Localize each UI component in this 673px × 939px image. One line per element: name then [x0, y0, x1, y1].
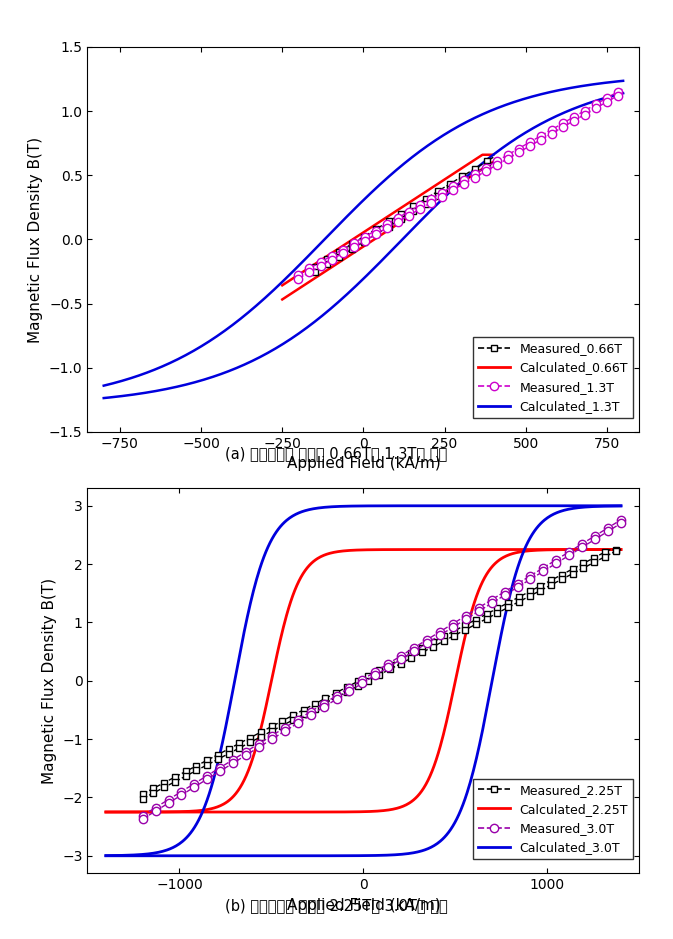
Legend: Measured_0.66T, Calculated_0.66T, Measured_1.3T, Calculated_1.3T: Measured_0.66T, Calculated_0.66T, Measur…: [473, 337, 633, 418]
Text: (b) 자속밀도의 크기가 2.25T와 3.0T인 경우: (b) 자속밀도의 크기가 2.25T와 3.0T인 경우: [225, 898, 448, 913]
X-axis label: Applied Field (kA/m): Applied Field (kA/m): [287, 456, 440, 471]
Text: (a) 자속밀도의 크기가 0.66T와 1.3T인 경우: (a) 자속밀도의 크기가 0.66T와 1.3T인 경우: [225, 446, 448, 461]
X-axis label: Applied Field (kA/m): Applied Field (kA/m): [287, 898, 440, 913]
Y-axis label: Magnetic Flux Density B(T): Magnetic Flux Density B(T): [42, 577, 57, 784]
Legend: Measured_2.25T, Calculated_2.25T, Measured_3.0T, Calculated_3.0T: Measured_2.25T, Calculated_2.25T, Measur…: [473, 778, 633, 859]
Y-axis label: Magnetic Flux Density B(T): Magnetic Flux Density B(T): [28, 136, 44, 343]
